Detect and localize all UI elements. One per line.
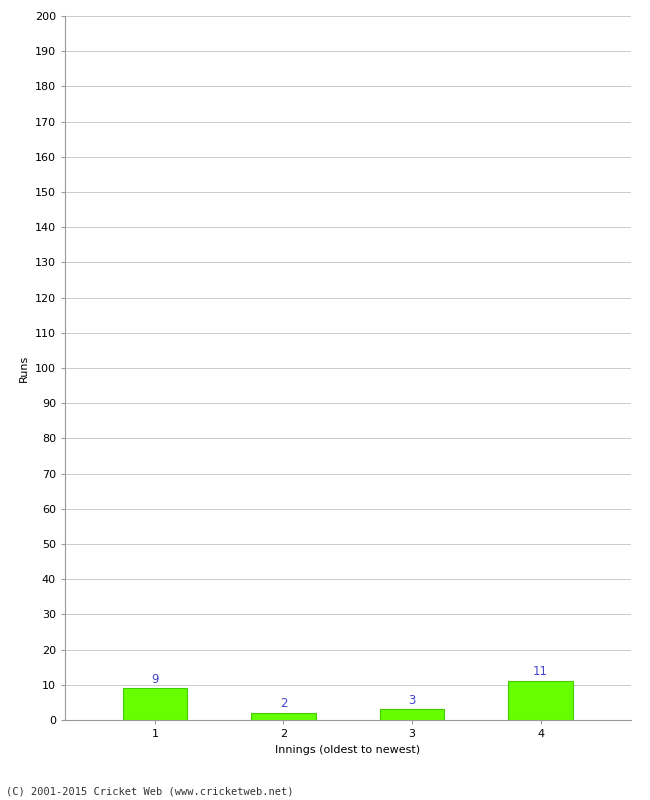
Text: 2: 2 <box>280 697 287 710</box>
Text: 9: 9 <box>151 673 159 686</box>
Bar <box>123 688 187 720</box>
Y-axis label: Runs: Runs <box>20 354 29 382</box>
Bar <box>508 682 573 720</box>
X-axis label: Innings (oldest to newest): Innings (oldest to newest) <box>275 745 421 754</box>
Bar <box>252 713 316 720</box>
Bar <box>380 710 444 720</box>
Text: 3: 3 <box>408 694 416 706</box>
Text: 11: 11 <box>533 666 548 678</box>
Text: (C) 2001-2015 Cricket Web (www.cricketweb.net): (C) 2001-2015 Cricket Web (www.cricketwe… <box>6 786 294 796</box>
